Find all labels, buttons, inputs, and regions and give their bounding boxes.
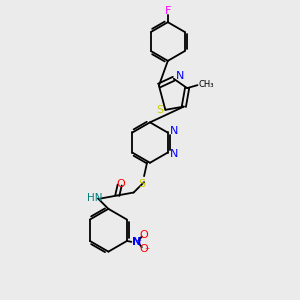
Text: N: N (170, 149, 178, 159)
Text: F: F (165, 6, 171, 16)
Text: O: O (116, 179, 125, 189)
Text: O: O (140, 244, 148, 254)
Text: S: S (156, 105, 163, 115)
Text: N: N (132, 237, 141, 247)
Text: N: N (170, 126, 178, 136)
Text: CH₃: CH₃ (199, 80, 214, 89)
Text: S: S (138, 178, 145, 189)
Text: ⁻: ⁻ (144, 246, 149, 256)
Text: +: + (135, 238, 141, 244)
Text: O: O (140, 230, 148, 240)
Text: N: N (176, 71, 184, 81)
Text: HN: HN (87, 193, 102, 202)
